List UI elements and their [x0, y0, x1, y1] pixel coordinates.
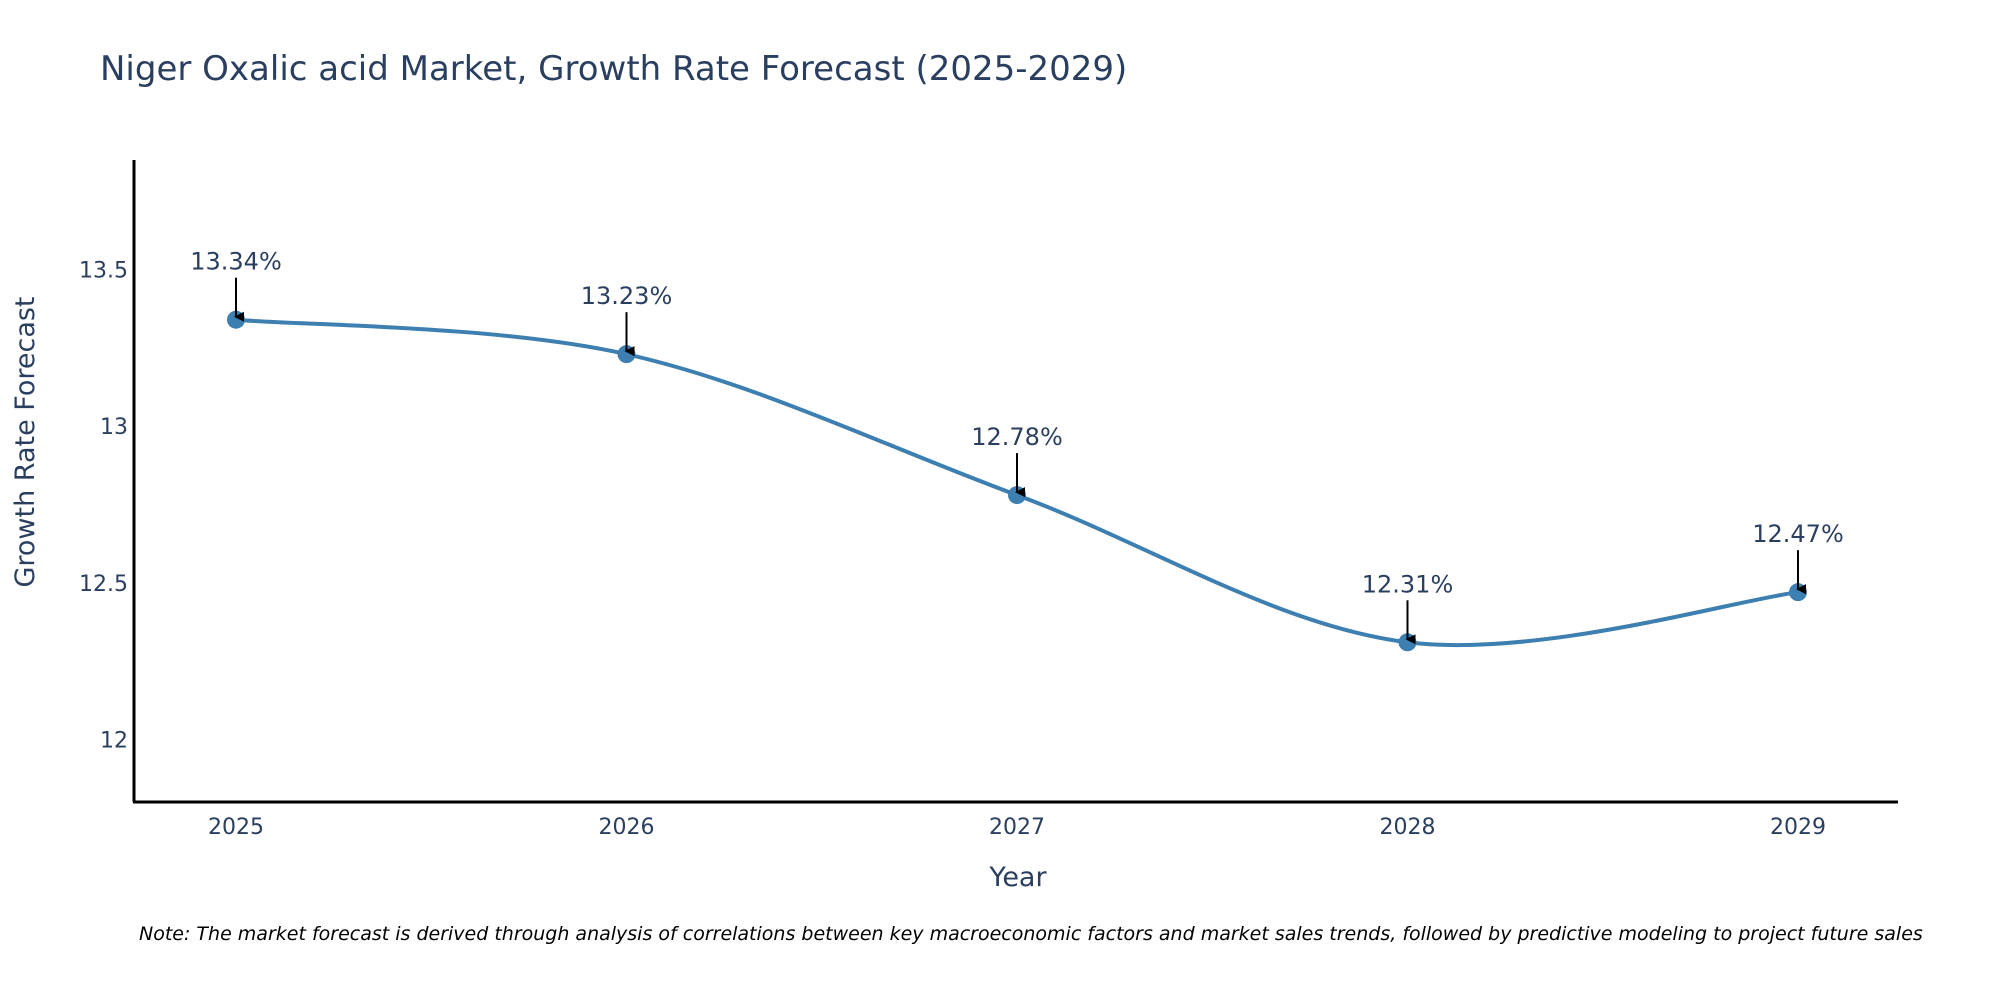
x-axis-title: Year — [988, 862, 1047, 893]
x-tick-labels: 2025 2026 2027 2028 2029 — [208, 815, 1826, 840]
data-label: 12.31% — [1362, 570, 1454, 598]
y-tick-label: 13.5 — [79, 259, 128, 284]
y-tick-label: 12.5 — [79, 572, 128, 597]
footnote: Note: The market forecast is derived thr… — [139, 923, 1923, 945]
data-labels: 13.34% 13.23% 12.78% 12.31% 12.47% — [190, 248, 1844, 645]
data-label: 13.34% — [190, 248, 282, 276]
x-tick-label: 2025 — [208, 815, 264, 840]
data-label: 13.23% — [581, 282, 673, 310]
x-tick-label: 2028 — [1380, 815, 1436, 840]
data-label: 12.47% — [1752, 520, 1844, 548]
chart-title: Niger Oxalic acid Market, Growth Rate Fo… — [100, 49, 1127, 89]
y-axis-title: Growth Rate Forecast — [10, 296, 41, 587]
y-tick-label: 12 — [100, 728, 128, 753]
y-tick-label: 13 — [100, 415, 128, 440]
x-tick-label: 2027 — [989, 815, 1045, 840]
axes — [132, 160, 1898, 804]
y-tick-labels: 12 12.5 13 13.5 — [79, 259, 128, 754]
x-tick-label: 2029 — [1770, 815, 1826, 840]
x-tick-label: 2026 — [599, 815, 655, 840]
data-label: 12.78% — [971, 423, 1063, 451]
